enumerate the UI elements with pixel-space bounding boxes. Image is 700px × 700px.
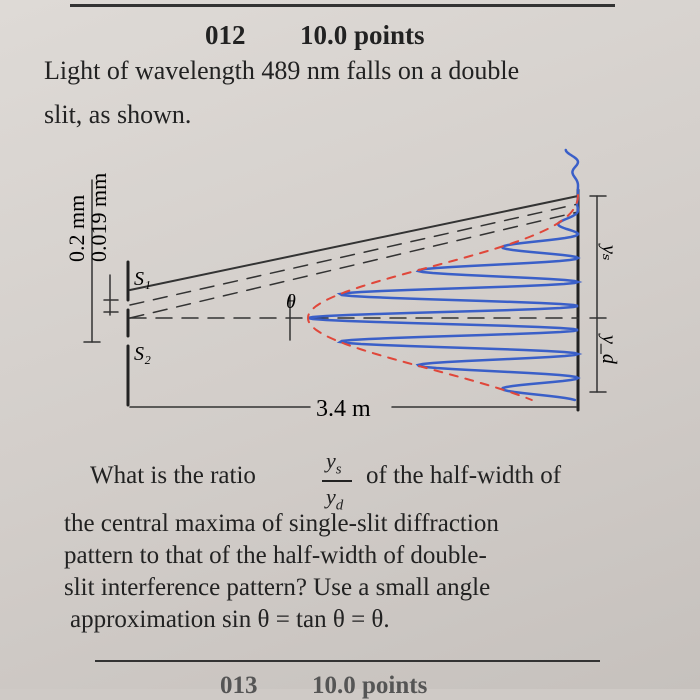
angle-label: θ (286, 291, 296, 313)
question-text: the central maxima of single-slit diffra… (64, 510, 499, 537)
intro-line: slit, as shown. (44, 100, 192, 129)
question-text: pattern to that of the half-width of dou… (64, 542, 487, 569)
ratio-denominator: yd (326, 484, 343, 514)
problem-points: 10.0 points (300, 20, 425, 50)
yd-label: y_d (598, 333, 620, 365)
ray (129, 195, 579, 291)
question-text: of the half-width of (366, 462, 562, 489)
bottom-rule (95, 660, 600, 662)
question-text: What is the ratio (90, 462, 256, 489)
slit-label: S₂ (134, 343, 151, 365)
subscript: d (335, 497, 344, 514)
top-rule (70, 4, 615, 7)
ys-label: yₛ (598, 243, 620, 261)
interference-pattern (307, 148, 583, 402)
slit-separation-label: 0.019 mm (86, 173, 111, 262)
problem-number: 012 (205, 20, 246, 50)
question-text: slit interference pattern? Use a small a… (64, 574, 491, 601)
symbol: y (326, 448, 336, 473)
subscript: s (335, 461, 342, 478)
diffraction-envelope (306, 194, 579, 401)
symbol: y (326, 484, 336, 509)
slit-width-label: 0.2 mm (64, 195, 89, 262)
slit-label: S₁ (134, 268, 151, 290)
fraction-bar (322, 480, 352, 482)
ratio-numerator: ys (326, 448, 342, 478)
question-text: approximation sin θ = tan θ = θ. (70, 606, 390, 633)
next-problem-number: 013 (220, 672, 258, 699)
distance-label: 3.4 m (316, 396, 371, 422)
next-problem-points: 10.0 points (312, 672, 428, 699)
ray (129, 211, 579, 319)
intro-line: Light of wavelength 489 nm falls on a do… (44, 56, 520, 85)
ray (129, 203, 579, 306)
